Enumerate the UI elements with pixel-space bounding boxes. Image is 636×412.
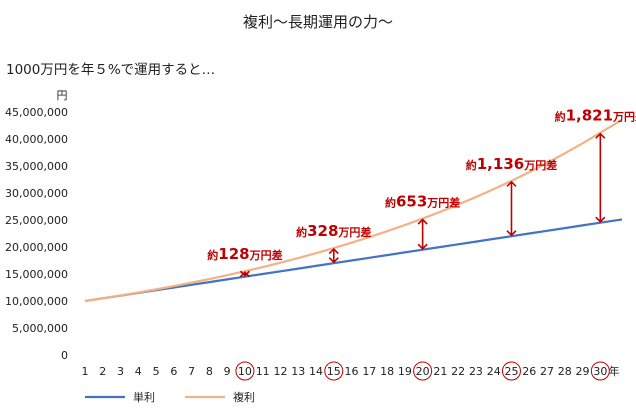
highlight-circle [235, 361, 255, 381]
x-tick-label: 19 [398, 365, 412, 378]
x-tick-label: 12 [273, 365, 287, 378]
x-tick-label: 24 [487, 365, 501, 378]
x-tick-label: 14 [309, 365, 323, 378]
highlight-circle [413, 361, 433, 381]
x-tick-label: 16 [345, 365, 359, 378]
y-tick-label: 5,000,000 [12, 322, 68, 335]
x-tick-label: 1 [82, 365, 89, 378]
x-tick-label: 25 [504, 365, 518, 378]
x-tick-label: 11 [256, 365, 270, 378]
y-tick-label: 25,000,000 [5, 214, 68, 227]
y-tick-label: 30,000,000 [5, 187, 68, 200]
x-tick-label: 29 [576, 365, 590, 378]
highlight-circle [324, 361, 344, 381]
chart-subtitle: 1000万円を年５%で運用すると… [6, 62, 215, 78]
x-tick-label: 13 [291, 365, 305, 378]
x-tick-label: 21 [433, 365, 447, 378]
x-tick-label: 17 [362, 365, 376, 378]
x-tick-label: 27 [540, 365, 554, 378]
arrow-head-down [417, 243, 428, 250]
arrow-head-down [328, 257, 339, 264]
difference-label: 約1,136万円差 [466, 155, 557, 173]
arrow-head-up [328, 247, 339, 255]
series-line-複利 [84, 118, 623, 303]
x-tick-label: 5 [153, 365, 160, 378]
highlight-circle [501, 361, 521, 381]
y-tick-label: 40,000,000 [5, 133, 68, 146]
arrow-head-down [239, 270, 250, 277]
x-tick-label: 30 [593, 365, 607, 378]
x-tick-label: 28 [558, 365, 572, 378]
arrow-head-down [595, 216, 606, 223]
y-tick-label: 0 [61, 349, 68, 362]
x-tick-label: 22 [451, 365, 465, 378]
y-tick-label: 20,000,000 [5, 241, 68, 254]
series-line-単利 [84, 218, 623, 303]
x-tick-label: 26 [522, 365, 536, 378]
x-tick-label: 18 [380, 365, 394, 378]
x-tick-label: 6 [170, 365, 177, 378]
x-tick-label: 7 [188, 365, 195, 378]
x-tick-label: 4 [135, 365, 142, 378]
x-tick-label: 9 [224, 365, 231, 378]
y-axis-unit: 円 [57, 89, 68, 102]
y-tick-label: 35,000,000 [5, 160, 68, 173]
arrow-head-up [595, 132, 606, 139]
x-tick-label: 2 [99, 365, 106, 378]
x-axis-unit: 年 [609, 364, 620, 378]
difference-label: 約1,821万円差 [555, 107, 636, 125]
y-tick-label: 45,000,000 [5, 106, 68, 119]
x-tick-label: 3 [117, 365, 124, 378]
arrow-head-up [239, 271, 250, 278]
difference-label: 約328万円差 [296, 222, 371, 240]
difference-label: 約128万円差 [207, 245, 282, 263]
legend-label: 単利 [133, 390, 155, 404]
x-tick-label: 15 [327, 365, 341, 378]
difference-label: 約653万円差 [385, 193, 460, 211]
y-tick-label: 15,000,000 [5, 268, 68, 281]
arrow-head-up [417, 218, 428, 225]
chart-title: 複利〜長期運用の力〜 [243, 13, 393, 31]
x-tick-label: 10 [238, 365, 252, 378]
highlight-circle [590, 361, 610, 381]
x-tick-label: 8 [206, 365, 213, 378]
arrow-head-down [506, 230, 517, 237]
arrow-head-up [506, 180, 517, 187]
x-tick-label: 23 [469, 365, 483, 378]
legend-label: 複利 [233, 390, 255, 404]
y-tick-label: 10,000,000 [5, 295, 68, 308]
x-tick-label: 20 [416, 365, 430, 378]
